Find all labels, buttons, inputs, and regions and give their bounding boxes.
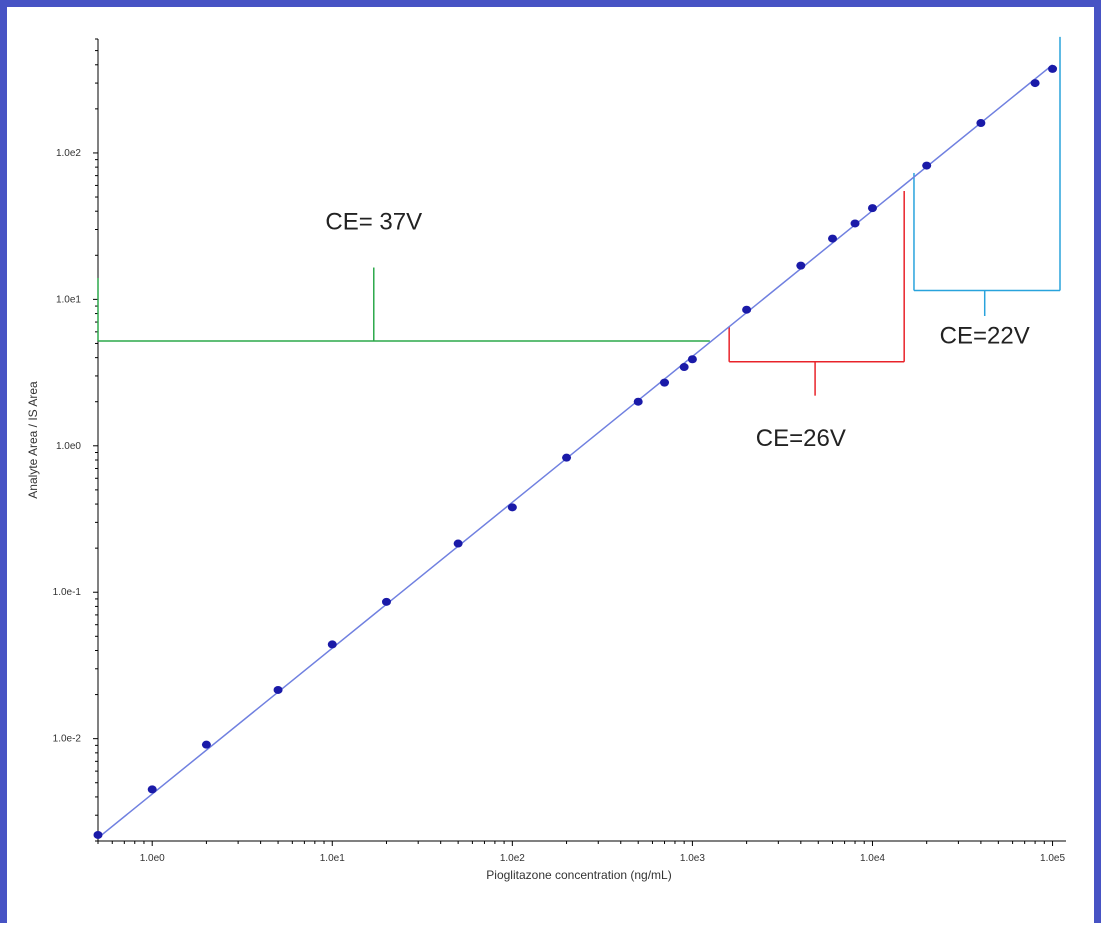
annotation-label: CE=22V — [940, 322, 1030, 349]
x-axis-label: Pioglitazone concentration (ng/mL) — [486, 868, 671, 882]
data-point — [828, 234, 838, 243]
data-point — [381, 597, 391, 606]
x-tick-label: 1.0e4 — [860, 853, 885, 864]
data-point — [273, 685, 283, 694]
data-point — [453, 539, 463, 548]
data-points — [93, 64, 1058, 839]
annotation-label: CE=26V — [756, 425, 846, 452]
y-tick-label: 1.0e0 — [56, 441, 81, 452]
data-point — [562, 453, 572, 462]
data-point — [93, 830, 103, 839]
x-tick-label: 1.0e5 — [1040, 853, 1065, 864]
data-point — [867, 204, 877, 213]
data-point — [687, 355, 697, 364]
data-point — [660, 378, 670, 387]
data-point — [507, 503, 517, 512]
data-point — [201, 740, 211, 749]
x-tick-label: 1.0e2 — [500, 853, 525, 864]
data-point — [742, 305, 752, 314]
data-point — [922, 161, 932, 170]
data-point — [327, 640, 337, 649]
x-tick-label: 1.0e3 — [680, 853, 705, 864]
data-point — [850, 219, 860, 228]
x-tick-label: 1.0e0 — [140, 853, 165, 864]
data-point — [633, 397, 643, 406]
annotations: CE= 37V CE=26V CE=22V — [97, 36, 1061, 452]
data-point — [796, 261, 806, 270]
regression-line — [97, 64, 1054, 839]
y-tick-label: 1.0e2 — [56, 148, 81, 159]
data-point — [679, 363, 689, 372]
data-point — [1030, 79, 1040, 88]
axes: 1.0e0 1.0e1 1.0e2 1.0e3 1.0e4 1.0e5 1.0e-2 1.0e… — [53, 38, 1066, 864]
data-point — [147, 785, 157, 794]
log-log-calibration-chart: 1.0e0 1.0e1 1.0e2 1.0e3 1.0e4 1.0e5 1.0e-2 1.0e… — [26, 36, 1066, 882]
y-tick-label: 1.0e-2 — [53, 734, 82, 745]
y-axis-label: Analyte Area / IS Area — [26, 381, 40, 499]
x-tick-label: 1.0e1 — [320, 853, 345, 864]
y-tick-label: 1.0e-1 — [53, 587, 82, 598]
data-point — [976, 119, 986, 128]
y-tick-label: 1.0e1 — [56, 294, 81, 305]
fit-line-group — [97, 64, 1054, 839]
annotation-label: CE= 37V — [325, 209, 422, 236]
data-point — [1048, 64, 1058, 73]
